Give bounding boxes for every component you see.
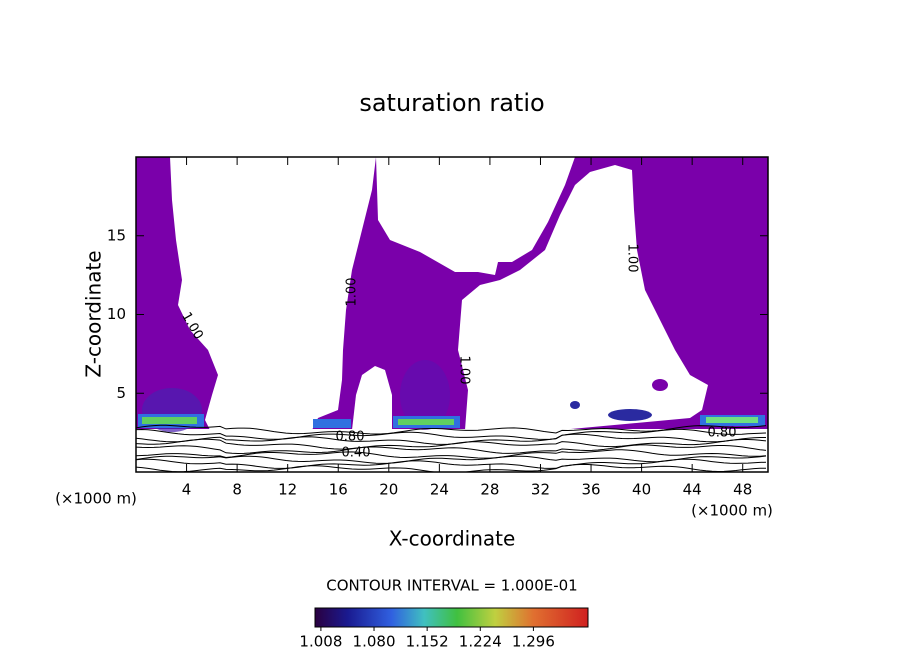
contour-line bbox=[136, 428, 767, 440]
x-tick-label: 44 bbox=[683, 481, 702, 499]
x-tick-label: 36 bbox=[581, 481, 600, 499]
y-tick-label: 10 bbox=[107, 305, 126, 323]
subsaturated-region bbox=[352, 366, 392, 430]
contour-label: 1.00 bbox=[345, 278, 360, 307]
x-tick-label: 24 bbox=[430, 481, 449, 499]
contour-label: 0.80 bbox=[708, 426, 737, 441]
y-tick-label: 15 bbox=[107, 226, 126, 244]
supersaturated-patch bbox=[142, 417, 197, 424]
contour-line bbox=[136, 444, 767, 455]
contour-label: 1.00 bbox=[457, 356, 472, 385]
contour-interval: CONTOUR INTERVAL = 1.000E-01 bbox=[326, 577, 577, 595]
unit-label: (×1000 m) bbox=[691, 502, 773, 520]
colorbar-tick-label: 1.080 bbox=[353, 633, 396, 651]
colorbar-tick-label: 1.224 bbox=[459, 633, 502, 651]
subsaturated-region bbox=[170, 157, 376, 430]
supersaturated-patch bbox=[398, 419, 454, 425]
contour-line bbox=[136, 458, 767, 469]
contour-line bbox=[136, 463, 766, 472]
supersaturated-patch bbox=[313, 419, 351, 428]
supersaturated-patch bbox=[570, 401, 580, 409]
contour-label: 0.40 bbox=[342, 446, 371, 461]
unit-label: (×1000 m) bbox=[55, 490, 137, 508]
contour-line bbox=[136, 438, 767, 450]
contour-label: 0.80 bbox=[336, 430, 365, 445]
x-axis-label: X-coordinate bbox=[389, 527, 516, 551]
y-axis-label: Z-coordinate bbox=[82, 250, 106, 377]
x-tick-label: 4 bbox=[182, 481, 192, 499]
supersaturated-patch bbox=[400, 360, 450, 430]
x-tick-label: 8 bbox=[232, 481, 242, 499]
colorbar-tick-label: 1.152 bbox=[406, 633, 449, 651]
colorbar-tick-label: 1.296 bbox=[512, 633, 555, 651]
subsaturated-region bbox=[458, 165, 708, 430]
subsaturated-region bbox=[376, 157, 575, 275]
y-tick-label: 5 bbox=[116, 384, 126, 402]
supersaturated-patch bbox=[608, 409, 652, 421]
x-tick-label: 48 bbox=[733, 481, 752, 499]
supersaturated-patch bbox=[706, 417, 758, 423]
colorbar-tick-label: 1.008 bbox=[299, 633, 342, 651]
contour-label: 1.00 bbox=[625, 244, 640, 273]
x-tick-label: 32 bbox=[531, 481, 550, 499]
x-tick-label: 28 bbox=[480, 481, 499, 499]
supersaturated-patch bbox=[652, 379, 668, 391]
x-tick-label: 20 bbox=[379, 481, 398, 499]
x-tick-label: 16 bbox=[329, 481, 348, 499]
contour-line bbox=[136, 449, 767, 459]
x-tick-label: 12 bbox=[278, 481, 297, 499]
x-tick-label: 40 bbox=[632, 481, 651, 499]
colorbar bbox=[314, 607, 589, 628]
chart-title: saturation ratio bbox=[359, 89, 544, 117]
contour-field bbox=[136, 157, 768, 472]
